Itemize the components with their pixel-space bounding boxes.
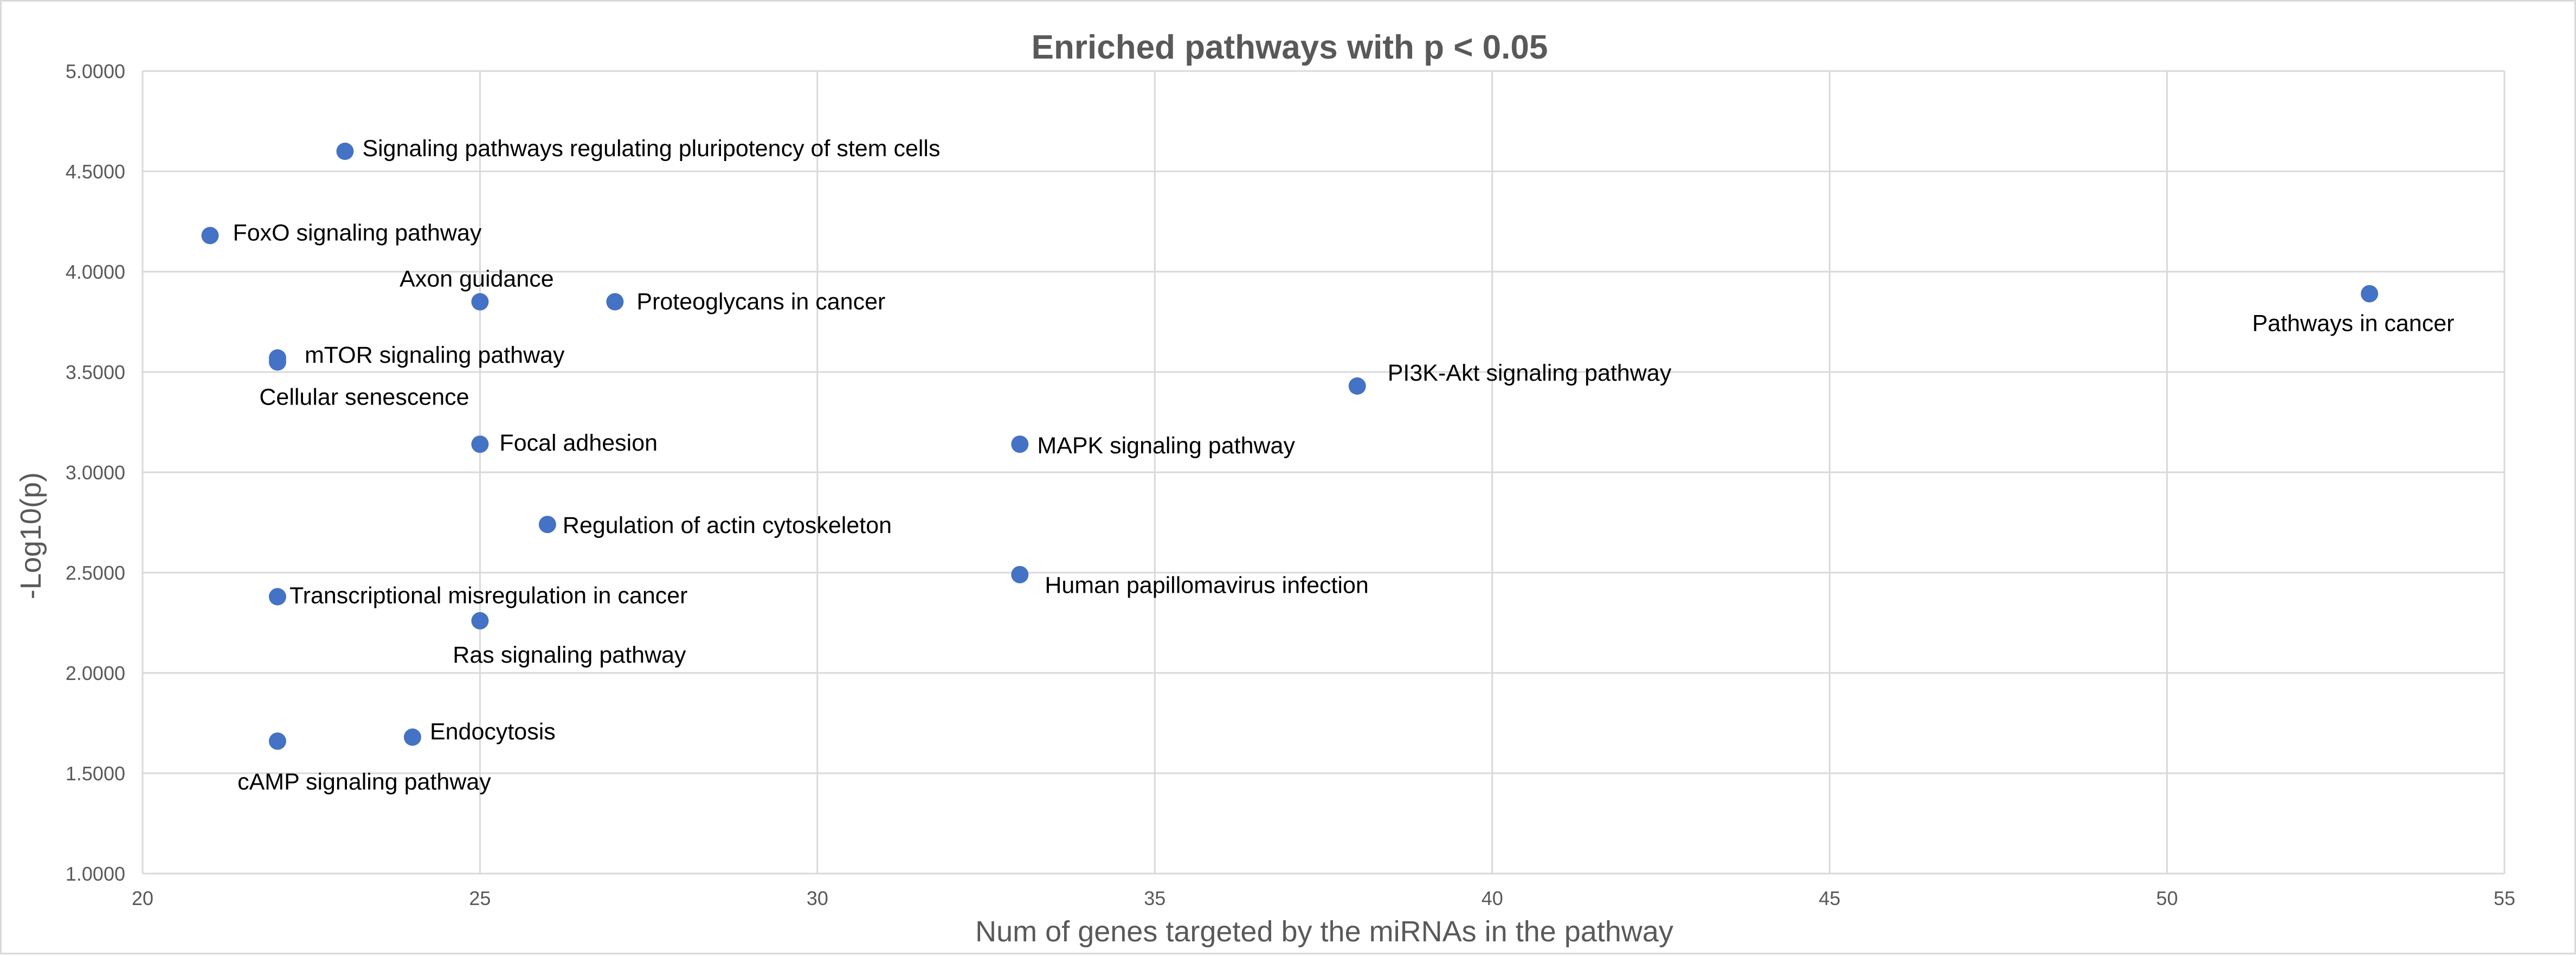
y-tick-label: 3.0000: [66, 461, 125, 484]
x-tick-label: 55: [2494, 887, 2515, 909]
y-tick-label: 1.0000: [66, 863, 125, 885]
point-label: FoxO signaling pathway: [233, 220, 481, 246]
data-point: [268, 588, 286, 606]
point-label: Focal adhesion: [499, 430, 658, 456]
data-point: [1011, 566, 1029, 583]
grid-layer: [141, 70, 2506, 875]
chart-title: Enriched pathways with p < 0.05: [1032, 29, 1548, 66]
data-point: [201, 227, 219, 245]
data-point: [268, 353, 286, 371]
y-tick-label: 4.5000: [66, 161, 125, 183]
tick-labels: 1.0000 1.5000 2.0000 2.5000 3.0000 3.5000 4.00…: [66, 60, 2515, 909]
point-label: Axon guidance: [400, 266, 554, 292]
data-point: [471, 612, 489, 630]
data-point: [336, 143, 354, 160]
y-tick-label: 3.5000: [66, 361, 125, 383]
point-labels: Signaling pathways regulating pluripoten…: [233, 136, 2454, 795]
y-tick-label: 5.0000: [66, 60, 125, 82]
point-label: PI3K-Akt signaling pathway: [1388, 360, 1672, 386]
point-label: Signaling pathways regulating pluripoten…: [362, 136, 940, 162]
data-point: [538, 516, 556, 534]
point-label: Pathways in cancer: [2252, 311, 2455, 337]
point-label: Cellular senescence: [259, 384, 469, 410]
x-tick-label: 50: [2156, 887, 2178, 909]
x-tick-label: 40: [1482, 887, 1503, 909]
data-point: [1348, 377, 1366, 395]
x-tick-label: 20: [132, 887, 153, 909]
data-point: [471, 293, 489, 311]
data-point: [403, 728, 421, 746]
point-label: Proteoglycans in cancer: [636, 289, 885, 315]
x-axis-title: Num of genes targeted by the miRNAs in t…: [975, 915, 1673, 948]
x-tick-label: 35: [1144, 887, 1165, 909]
data-point: [268, 732, 286, 750]
x-tick-label: 25: [469, 887, 491, 909]
point-label: Regulation of actin cytoskeleton: [563, 512, 892, 538]
data-point: [606, 293, 624, 311]
point-label: Human papillomavirus infection: [1045, 573, 1369, 599]
x-tick-label: 30: [807, 887, 828, 909]
data-point: [1011, 435, 1029, 453]
point-label: Endocytosis: [430, 718, 556, 745]
data-point: [471, 435, 489, 453]
point-label: cAMP signaling pathway: [237, 769, 491, 795]
point-label: Ras signaling pathway: [453, 642, 686, 668]
point-label: Transcriptional misregulation in cancer: [289, 582, 688, 608]
point-label: mTOR signaling pathway: [305, 342, 565, 368]
data-point: [2361, 285, 2379, 303]
y-tick-label: 2.0000: [66, 662, 125, 684]
y-tick-label: 1.5000: [66, 762, 125, 785]
data-points: [201, 143, 2379, 750]
point-label: MAPK signaling pathway: [1037, 433, 1295, 459]
y-tick-label: 2.5000: [66, 562, 125, 584]
x-tick-label: 45: [1819, 887, 1840, 909]
y-tick-label: 4.0000: [66, 261, 125, 283]
y-axis-title: -Log10(p): [15, 472, 47, 599]
